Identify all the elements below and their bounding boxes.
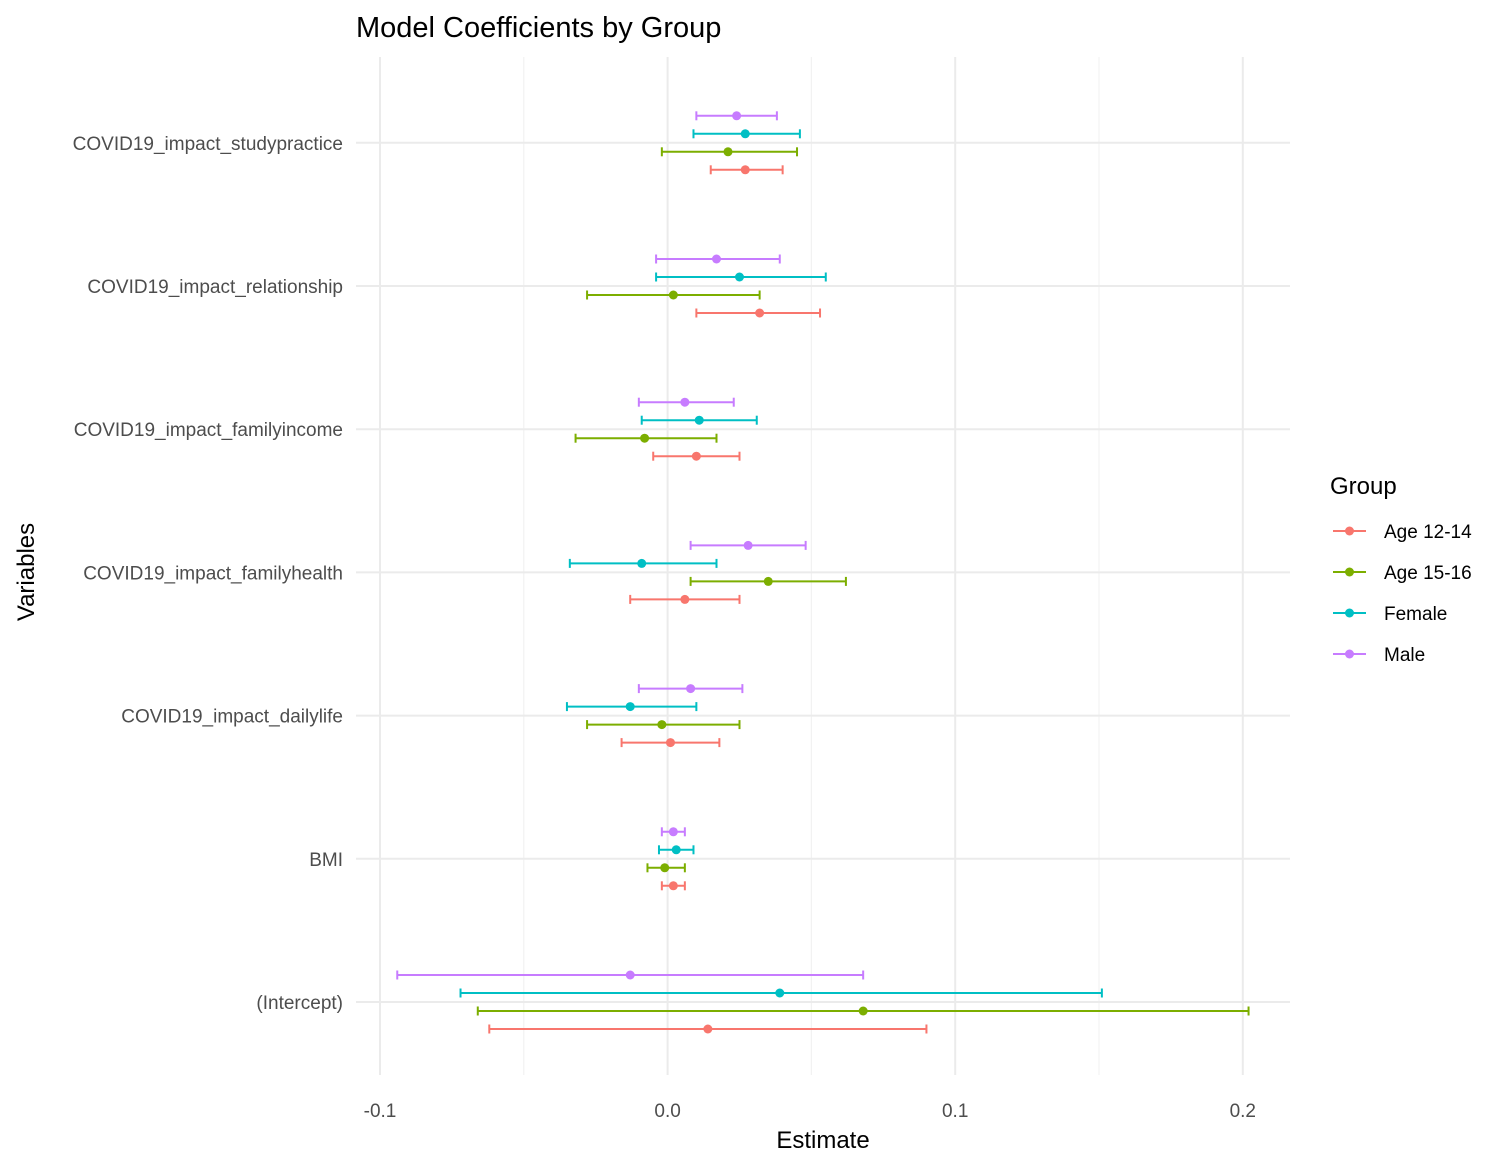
estimate-point [691,451,701,461]
estimate-point [686,684,696,694]
estimate-point [625,970,635,980]
legend-title: Group [1330,473,1397,500]
legend-label: Age 12-14 [1384,522,1472,543]
data-marks [396,111,1250,1034]
legend-key-point [1345,649,1354,659]
estimate-point [723,147,733,157]
estimate-point [775,988,785,998]
estimate-point [680,397,690,407]
y-tick-label: COVID19_impact_familyhealth [83,563,343,584]
legend-label: Male [1384,645,1425,666]
legend-item: Age 12-14 [1333,522,1472,543]
estimate-point [657,720,667,730]
estimate-point [637,558,647,568]
estimate-point [668,290,678,300]
estimate-point [694,415,704,425]
y-tick-label: (Intercept) [256,993,343,1014]
estimate-point [671,845,681,855]
legend-item: Male [1333,645,1425,666]
estimate-point [858,1006,868,1016]
series-age-12-14 [488,165,928,1034]
x-tick-label: -0.1 [364,1101,397,1122]
x-tick-label: 0.0 [654,1101,680,1122]
estimate-point [625,702,635,712]
estimate-point [711,254,721,264]
chart-title: Model Coefficients by Group [356,12,721,44]
estimate-point [740,165,750,175]
estimate-point [763,576,773,586]
x-axis-title: Estimate [776,1127,869,1154]
legend-label: Female [1384,604,1447,625]
legend-key-point [1345,526,1354,536]
series-age-15-16 [476,147,1250,1016]
estimate-point [740,129,750,139]
estimate-point [665,738,675,748]
grid-lines [356,57,1290,1075]
y-tick-label: COVID19_impact_studypractice [73,134,343,155]
estimate-point [732,111,742,121]
series-male [396,111,865,980]
legend-key-point [1345,567,1354,577]
y-tick-labels: (Intercept) BMI COVID19_impact_dailylife CO… [73,134,343,1014]
estimate-point [680,594,690,604]
x-tick-label: 0.1 [942,1101,968,1122]
estimate-point [668,881,678,891]
estimate-point [660,863,670,873]
legend-label: Age 15-16 [1384,563,1472,584]
legend-item: Female [1333,604,1447,625]
y-tick-label: COVID19_impact_familyincome [74,420,343,441]
x-tick-label: 0.2 [1230,1101,1256,1122]
legend: Group Age 12-14 Age 15-16 Female Male [1330,473,1472,666]
estimate-point [668,827,678,837]
estimate-point [743,540,753,550]
estimate-point [755,308,765,318]
series-female [459,129,1103,998]
y-tick-label: BMI [309,850,343,871]
y-axis-title: Variables [13,523,40,621]
legend-item: Age 15-16 [1333,563,1472,584]
y-tick-label: COVID19_impact_relationship [87,277,343,298]
estimate-point [703,1024,713,1034]
y-tick-label: COVID19_impact_dailylife [121,707,343,728]
estimate-point [735,272,744,282]
estimate-point [640,433,650,443]
legend-key-point [1345,608,1354,618]
x-tick-labels: -0.1 0.0 0.1 0.2 [364,1101,1256,1122]
